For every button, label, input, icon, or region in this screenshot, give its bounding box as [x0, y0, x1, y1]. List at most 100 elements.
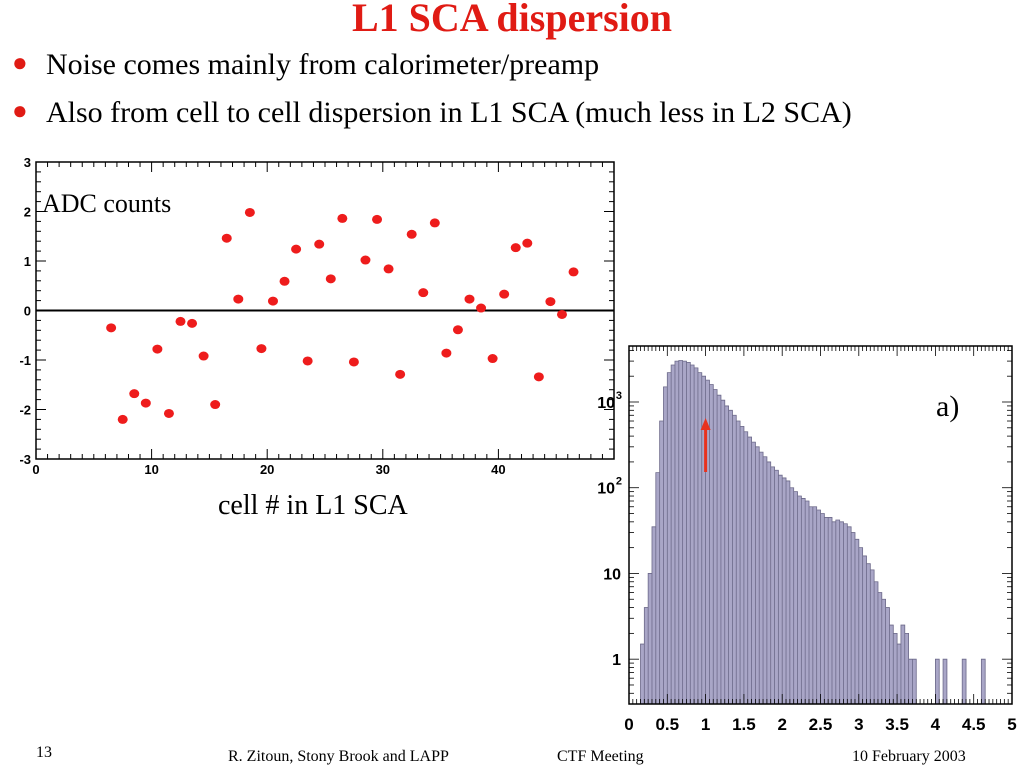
scatter-chart: 0 10 20 30 40 -3 -2 -1 0 1 2 3 ADC counts — [19, 155, 615, 477]
footer-date: 10 February 2003 — [852, 748, 966, 765]
bullet-dot-icon: ● — [12, 48, 28, 77]
bullet-text: Also from cell to cell dispersion in L1 … — [46, 96, 852, 129]
histogram-bar — [828, 517, 833, 704]
data-point — [152, 344, 163, 354]
x-tick-label: 3.5 — [885, 715, 909, 734]
x-tick-label: 2 — [777, 715, 786, 734]
histogram-bar — [674, 361, 680, 704]
y-tick-label: -1 — [19, 353, 31, 368]
histogram-bar — [736, 421, 741, 704]
histogram-bar — [912, 659, 917, 704]
data-point — [221, 233, 232, 243]
y-tick-label: 10 — [603, 566, 621, 583]
x-tick-label: 0.5 — [655, 715, 679, 734]
histogram-bar — [858, 547, 863, 704]
histogram-bar — [797, 496, 802, 704]
histogram-bar — [713, 389, 718, 704]
slide-title: L1 SCA dispersion — [351, 0, 673, 40]
y-tick-label: 10 — [597, 395, 615, 412]
data-point — [441, 348, 452, 358]
histogram-bar — [778, 475, 783, 704]
histogram-bar — [962, 659, 967, 704]
y-tick-label: 1 — [612, 652, 621, 669]
histogram-bar — [874, 581, 879, 704]
data-point — [106, 323, 117, 333]
histogram-bar — [908, 659, 913, 704]
y-tick-exponent: 2 — [616, 476, 622, 488]
data-point — [279, 276, 290, 286]
data-point — [337, 213, 348, 223]
histogram-bar — [870, 569, 875, 704]
histogram-bar — [885, 607, 890, 704]
x-tick-label: 1 — [701, 715, 710, 734]
x-tick-label: 0 — [624, 715, 633, 734]
y-tick-label: 2 — [24, 205, 31, 220]
data-point — [360, 255, 371, 265]
footer-author: R. Zitoun, Stony Brook and LAPP — [228, 748, 449, 765]
data-point — [256, 344, 267, 354]
histogram-bar — [644, 607, 649, 704]
histogram-bar — [740, 426, 745, 704]
histogram-bar — [893, 633, 898, 704]
histogram-bar — [847, 526, 852, 704]
x-tick-label: 20 — [260, 462, 274, 477]
data-point — [187, 318, 198, 328]
histogram-bar — [686, 362, 691, 704]
data-point — [395, 369, 406, 379]
histogram-bar — [831, 521, 837, 704]
histogram-bar — [732, 415, 737, 704]
arrow-head-icon — [700, 418, 711, 430]
data-point — [476, 303, 487, 313]
histogram-bar — [705, 380, 710, 704]
histogram-bar — [651, 526, 657, 704]
histogram-bar — [877, 592, 883, 704]
histogram-bar — [763, 456, 768, 704]
panel-annotation: a) — [936, 390, 959, 423]
data-point — [383, 264, 394, 274]
histogram-bar — [648, 573, 653, 704]
data-point — [545, 297, 556, 307]
data-point — [568, 267, 579, 277]
y-tick-label: 1 — [24, 254, 31, 269]
histogram-bar — [851, 532, 856, 704]
histogram-bar — [728, 410, 733, 704]
histogram-bar — [812, 506, 817, 704]
data-point — [325, 274, 336, 284]
data-point — [175, 316, 186, 326]
histogram-bar — [935, 659, 940, 704]
data-point — [233, 294, 244, 304]
histogram-bar — [904, 633, 909, 704]
histogram-bar — [900, 625, 906, 704]
data-point — [522, 238, 533, 248]
data-point — [533, 372, 544, 382]
data-point — [452, 325, 463, 335]
histogram-bar — [717, 395, 722, 704]
histogram-bar — [793, 491, 798, 704]
histogram-bar — [801, 498, 806, 704]
y-tick-label: 0 — [24, 304, 31, 319]
histogram-bar — [667, 372, 672, 704]
histogram-bar — [862, 555, 867, 704]
data-point — [406, 229, 417, 239]
histogram-bar — [678, 360, 683, 704]
histogram-bar — [816, 509, 821, 704]
data-point — [210, 400, 221, 410]
histogram-bar — [843, 523, 848, 704]
histogram-bar — [782, 477, 787, 704]
histogram-bar — [640, 644, 645, 704]
data-point — [129, 389, 140, 399]
bullet-item: ● Noise comes mainly from calorimeter/pr… — [12, 46, 852, 94]
histogram-bar — [759, 452, 764, 704]
histogram-bar — [943, 659, 948, 704]
y-tick-label: 3 — [24, 155, 31, 170]
data-point — [510, 243, 521, 253]
histogram-bar — [881, 599, 886, 704]
x-tick-label: 3 — [854, 715, 863, 734]
bullet-text: Noise comes mainly from calorimeter/prea… — [46, 48, 600, 81]
histogram-outline — [640, 360, 986, 704]
data-point — [244, 207, 255, 217]
histogram-bar — [866, 563, 871, 704]
histogram-bar — [805, 501, 810, 704]
histogram-bar — [709, 384, 714, 704]
x-tick-label: 0 — [32, 462, 39, 477]
